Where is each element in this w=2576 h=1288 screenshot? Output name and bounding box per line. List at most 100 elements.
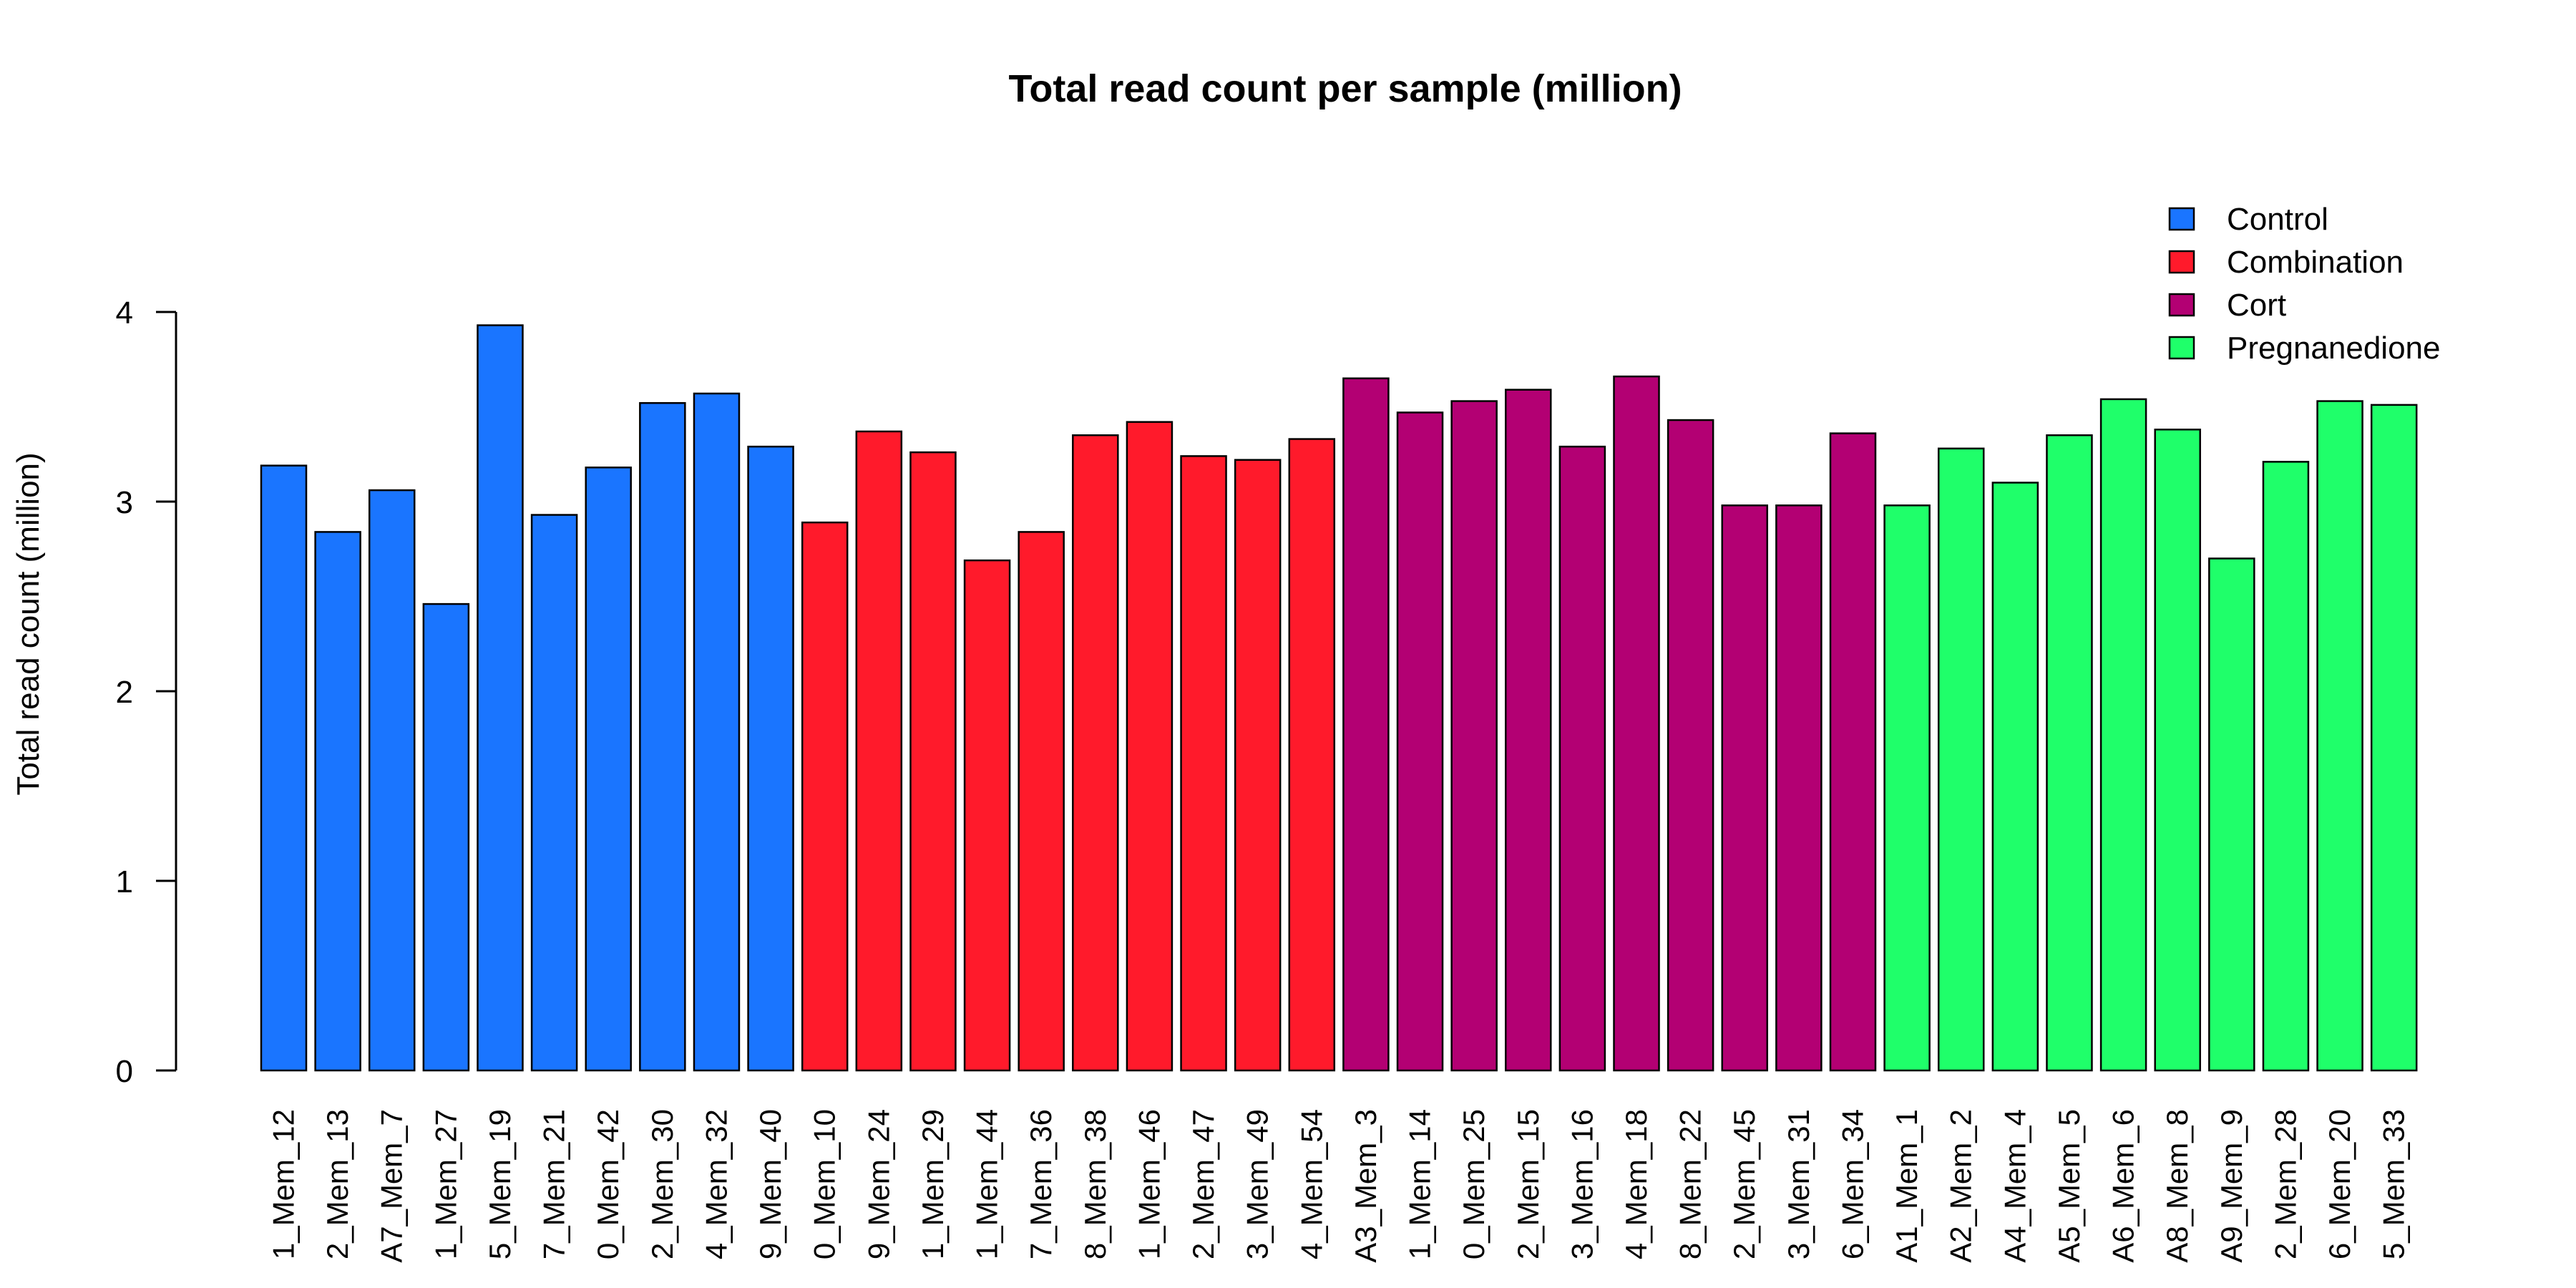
bar xyxy=(2316,400,2363,1072)
category-labels: 1_Mem_12 2_Mem_13 A7_Mem_7 1_Mem_27 5_Mem_19… xyxy=(267,1109,2411,1263)
bar xyxy=(693,392,741,1072)
legend-label: Combination xyxy=(2227,245,2404,280)
bar xyxy=(747,445,794,1072)
x-tick-label: 4_Mem_18 xyxy=(1619,1109,1653,1259)
bar xyxy=(963,559,1011,1072)
x-tick-label: 1_Mem_14 xyxy=(1403,1109,1437,1259)
y-axis-label: Total read count (million) xyxy=(11,452,46,795)
bar xyxy=(477,324,524,1072)
x-tick-label: 7_Mem_36 xyxy=(1024,1109,1058,1259)
y-axis: 0 1 2 3 4 xyxy=(116,296,177,1089)
x-tick-label: 1_Mem_27 xyxy=(429,1109,462,1259)
bar xyxy=(801,521,849,1072)
x-tick-label: 5_Mem_33 xyxy=(2377,1109,2411,1259)
x-tick-label: 7_Mem_21 xyxy=(537,1109,571,1259)
bar xyxy=(2262,461,2310,1072)
bar xyxy=(2099,398,2147,1072)
bar xyxy=(2208,557,2255,1072)
y-tick-label: 0 xyxy=(116,1054,133,1089)
bar xyxy=(1234,459,1282,1072)
bar xyxy=(422,602,470,1072)
x-tick-label: A5_Mem_5 xyxy=(2052,1109,2086,1263)
bar xyxy=(1667,419,1714,1072)
bar xyxy=(909,451,957,1072)
bar xyxy=(1937,447,1985,1072)
bar xyxy=(1072,434,1119,1072)
bar xyxy=(1775,504,1823,1072)
bar xyxy=(1288,438,1336,1072)
legend-swatch xyxy=(2168,207,2195,231)
legend-swatch xyxy=(2168,336,2195,360)
x-tick-label: 2_Mem_15 xyxy=(1511,1109,1545,1259)
y-tick-label: 3 xyxy=(116,485,133,520)
x-tick-label: 4_Mem_54 xyxy=(1294,1109,1328,1259)
bar xyxy=(368,489,416,1072)
bar xyxy=(260,464,308,1072)
x-tick-label: A9_Mem_9 xyxy=(2215,1109,2248,1263)
x-tick-label: 6_Mem_34 xyxy=(1835,1109,1869,1259)
bar xyxy=(1991,482,2039,1072)
bar xyxy=(855,430,903,1072)
bars-group xyxy=(260,324,2418,1072)
bar xyxy=(2046,434,2093,1072)
bar xyxy=(1558,445,1606,1072)
bar xyxy=(1342,377,1390,1072)
x-tick-label: A6_Mem_6 xyxy=(2107,1109,2140,1263)
bar xyxy=(585,467,632,1072)
y-tick-label: 2 xyxy=(116,675,133,710)
legend-swatch xyxy=(2168,250,2195,274)
y-tick-label: 1 xyxy=(116,864,133,899)
y-tick-label: 4 xyxy=(116,296,133,331)
x-tick-label: 3_Mem_16 xyxy=(1565,1109,1599,1259)
bar xyxy=(1396,411,1444,1072)
x-tick-label: 5_Mem_19 xyxy=(483,1109,517,1259)
x-tick-label: 0_Mem_25 xyxy=(1457,1109,1491,1259)
x-tick-label: A3_Mem_3 xyxy=(1349,1109,1382,1263)
bar xyxy=(1450,400,1498,1072)
x-tick-label: 2_Mem_30 xyxy=(645,1109,679,1259)
bar xyxy=(1829,432,1877,1072)
x-tick-label: A2_Mem_2 xyxy=(1944,1109,1978,1263)
bar xyxy=(1883,504,1931,1072)
bar xyxy=(2154,429,2201,1072)
bar xyxy=(1613,375,1660,1072)
x-tick-label: 2_Mem_45 xyxy=(1727,1109,1761,1259)
bar xyxy=(1721,504,1768,1072)
x-tick-label: 6_Mem_20 xyxy=(2323,1109,2356,1259)
legend-label: Control xyxy=(2227,202,2328,237)
x-tick-label: A8_Mem_8 xyxy=(2160,1109,2194,1263)
x-tick-label: 9_Mem_24 xyxy=(862,1109,895,1259)
legend: Control Combination Cort Pregnanedione xyxy=(2168,202,2440,366)
x-tick-label: 0_Mem_10 xyxy=(808,1109,841,1259)
legend-label: Pregnanedione xyxy=(2227,331,2440,366)
x-tick-label: 8_Mem_22 xyxy=(1674,1109,1707,1259)
bar xyxy=(314,531,361,1072)
x-tick-label: A1_Mem_1 xyxy=(1890,1109,1923,1263)
x-tick-label: 3_Mem_31 xyxy=(1782,1109,1815,1259)
legend-swatch xyxy=(2168,293,2195,317)
x-tick-label: A4_Mem_4 xyxy=(1998,1109,2031,1263)
bar xyxy=(1018,531,1065,1072)
bar xyxy=(1180,455,1227,1072)
bar xyxy=(1505,389,1552,1072)
x-tick-label: 0_Mem_42 xyxy=(591,1109,625,1259)
x-tick-label: 1_Mem_12 xyxy=(267,1109,301,1259)
x-tick-label: 3_Mem_49 xyxy=(1241,1109,1274,1259)
x-tick-label: 2_Mem_13 xyxy=(321,1109,354,1259)
x-tick-label: 2_Mem_28 xyxy=(2268,1109,2302,1259)
bar xyxy=(2370,404,2418,1072)
x-tick-label: 9_Mem_40 xyxy=(753,1109,787,1259)
x-tick-label: 8_Mem_38 xyxy=(1078,1109,1112,1259)
chart-title: Total read count per sample (million) xyxy=(1008,67,1682,110)
x-tick-label: 1_Mem_46 xyxy=(1132,1109,1166,1259)
x-tick-label: 4_Mem_32 xyxy=(699,1109,733,1259)
x-tick-label: 1_Mem_29 xyxy=(916,1109,950,1259)
bar xyxy=(1126,421,1174,1072)
x-tick-label: 2_Mem_47 xyxy=(1186,1109,1220,1259)
legend-label: Cort xyxy=(2227,288,2286,323)
bar xyxy=(639,401,686,1072)
x-tick-label: 1_Mem_44 xyxy=(970,1109,1004,1259)
bar xyxy=(530,514,578,1072)
x-tick-label: A7_Mem_7 xyxy=(375,1109,409,1263)
